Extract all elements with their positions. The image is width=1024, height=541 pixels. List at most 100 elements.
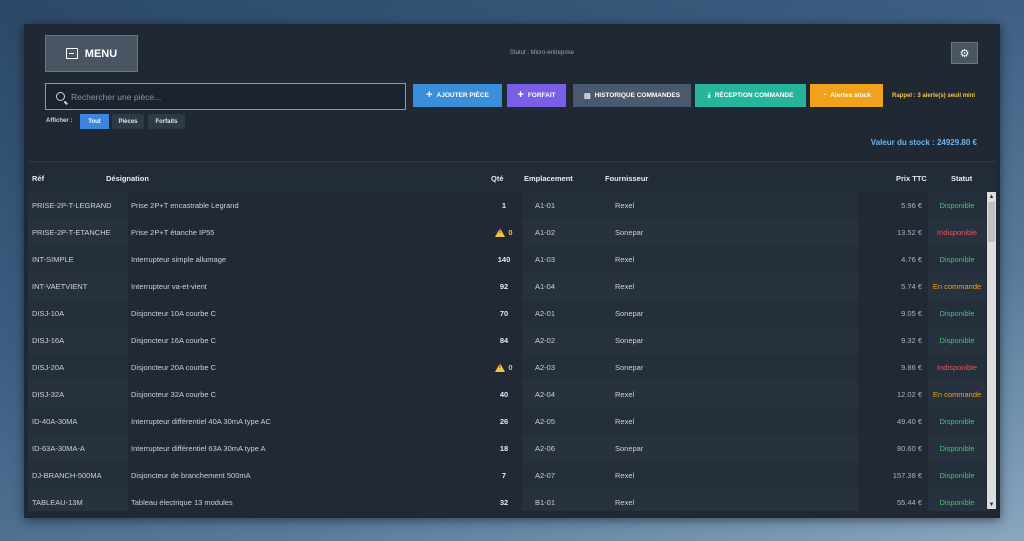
supplier-value: Sonepar (615, 336, 644, 345)
filter-parts[interactable]: Pièces (112, 114, 144, 129)
ref-value: DJ-BRANCH-500MA (32, 471, 102, 480)
table-row[interactable]: PRISE-2P-T-ETANCHE Prise 2P+T étanche IP5… (28, 219, 986, 246)
cell-qty: 140 (486, 246, 522, 273)
col-qty[interactable]: Qté (491, 174, 504, 183)
order-history-button[interactable]: ▤ HISTORIQUE COMMANDES (573, 84, 691, 107)
menu-label: MENU (84, 47, 118, 60)
table-row[interactable]: DISJ-10A Disjoncteur 10A courbe C 70 A2-01 S… (28, 300, 986, 327)
location-value: A2-02 (535, 336, 556, 345)
order-reception-button-label: RÉCEPTION COMMANDE (714, 92, 794, 99)
ref-value: ID-40A-30MA (32, 417, 78, 426)
cell-supplier: Rexel (612, 381, 858, 408)
gear-icon: ⚙ (959, 47, 970, 60)
table-row[interactable]: ID-40A-30MA Interrupteur différentiel 40A… (28, 408, 986, 435)
cell-ref: ID-63A-30MA-A (28, 435, 124, 462)
stock-alerts-button[interactable]: ◔ Alertes stock (810, 84, 883, 107)
cell-ref: INT-VAETVIENT (28, 273, 124, 300)
designation-value: Disjoncteur 16A courbe C (131, 336, 217, 345)
scrollbar[interactable]: ▲ ▼ (987, 192, 996, 509)
forfait-button[interactable]: + FORFAIT (507, 84, 566, 107)
add-part-button[interactable]: + AJOUTER PIÈCE (413, 84, 502, 107)
cell-status: Disponible (928, 489, 986, 511)
menu-button[interactable]: MENU (45, 35, 138, 72)
qty-value: 70 (499, 309, 509, 318)
table-row[interactable]: DJ-BRANCH-500MA Disjoncteur de branchemen… (28, 462, 986, 489)
qty-value: 84 (499, 336, 509, 345)
supplier-value: Rexel (615, 498, 635, 507)
cell-location: B1-01 (532, 489, 606, 511)
qty-value: 40 (499, 390, 509, 399)
scroll-thumb[interactable] (988, 202, 995, 242)
cell-qty: 26 (486, 408, 522, 435)
cell-location: A2-05 (532, 408, 606, 435)
cell-designation: Interrupteur simple allumage (128, 246, 486, 273)
cell-price: 55.44 € (858, 489, 928, 511)
search-input[interactable] (71, 91, 391, 102)
supplier-value: Rexel (615, 201, 635, 210)
cell-designation: Disjoncteur 10A courbe C (128, 300, 486, 327)
table-row[interactable]: DISJ-32A Disjoncteur 32A courbe C 40 A2-04 R… (28, 381, 986, 408)
cell-location: A2-03 (532, 354, 606, 381)
cell-location: A1-02 (532, 219, 606, 246)
plus-icon: + (426, 89, 433, 101)
cell-price: 5.96 € (858, 192, 928, 219)
col-designation[interactable]: Désignation (106, 174, 149, 183)
col-price[interactable]: Prix TTC (896, 174, 927, 183)
cell-location: A2-07 (532, 462, 606, 489)
cell-designation: Disjoncteur 16A courbe C (128, 327, 486, 354)
table-row[interactable]: INT-SIMPLE Interrupteur simple allumage 14… (28, 246, 986, 273)
col-status[interactable]: Statut (951, 174, 973, 183)
cell-designation: Tableau électrique 13 modules (128, 489, 486, 511)
cell-qty: 70 (486, 300, 522, 327)
price-value: 9.05 € (901, 309, 922, 318)
cell-ref: TABLEAU-13M (28, 489, 124, 511)
location-value: A1-04 (535, 282, 556, 291)
ref-value: ID-63A-30MA-A (32, 444, 85, 453)
status-value: Indisponible (936, 363, 978, 372)
cell-status: Indisponible (928, 219, 986, 246)
cell-designation: Prise 2P+T étanche IP55 (128, 219, 486, 246)
settings-button[interactable]: ⚙ (951, 42, 978, 64)
filter-forfaits[interactable]: Forfaits (148, 114, 185, 129)
scroll-up-arrow[interactable]: ▲ (988, 193, 995, 200)
ref-value: PRISE-2P-T-LEGRAND (32, 201, 112, 210)
col-location[interactable]: Emplacement (524, 174, 573, 183)
order-reception-button[interactable]: ⤓ RÉCEPTION COMMANDE (695, 84, 806, 107)
table-row[interactable]: DISJ-20A Disjoncteur 20A courbe C 0 A2-03 So… (28, 354, 986, 381)
qty-value: 18 (499, 444, 509, 453)
cell-status: En commande (928, 273, 986, 300)
printer-icon: ▤ (583, 92, 591, 100)
status-value: En commande (932, 390, 982, 399)
cell-ref: DJ-BRANCH-500MA (28, 462, 124, 489)
cell-status: Disponible (928, 408, 986, 435)
supplier-value: Rexel (615, 255, 635, 264)
cell-status: Disponible (928, 462, 986, 489)
table-row[interactable]: DISJ-16A Disjoncteur 16A courbe C 84 A2-02 S… (28, 327, 986, 354)
designation-value: Prise 2P+T étanche IP55 (131, 228, 215, 237)
cell-supplier: Sonepar (612, 219, 858, 246)
table-row[interactable]: TABLEAU-13M Tableau électrique 13 modules… (28, 489, 986, 511)
filter-all[interactable]: Tout (80, 114, 109, 129)
col-ref[interactable]: Réf (32, 174, 45, 183)
status-value: Disponible (939, 336, 975, 345)
ref-value: DISJ-16A (32, 336, 65, 345)
cell-price: 4.76 € (858, 246, 928, 273)
ref-value: PRISE-2P-T-ETANCHE (32, 228, 111, 237)
cell-ref: ID-40A-30MA (28, 408, 124, 435)
forfait-button-label: FORFAIT (527, 92, 556, 99)
table-row[interactable]: PRISE-2P-T-LEGRAND Prise 2P+T encastrable… (28, 192, 986, 219)
price-value: 5.96 € (901, 201, 922, 210)
cell-price: 9.32 € (858, 327, 928, 354)
status-value: Disponible (939, 498, 975, 507)
warning-icon (495, 228, 506, 237)
bell-icon: ◔ (821, 92, 827, 99)
table-row[interactable]: ID-63A-30MA-A Interrupteur différentiel 6… (28, 435, 986, 462)
cell-qty: 40 (486, 381, 522, 408)
cell-price: 157.38 € (858, 462, 928, 489)
cell-designation: Disjoncteur 20A courbe C (128, 354, 486, 381)
table-row[interactable]: INT-VAETVIENT Interrupteur va-et-vient 92 A… (28, 273, 986, 300)
col-supplier[interactable]: Fournisseur (605, 174, 649, 183)
plus-icon: + (517, 89, 524, 101)
search-box[interactable] (45, 83, 406, 110)
scroll-down-arrow[interactable]: ▼ (988, 501, 995, 508)
